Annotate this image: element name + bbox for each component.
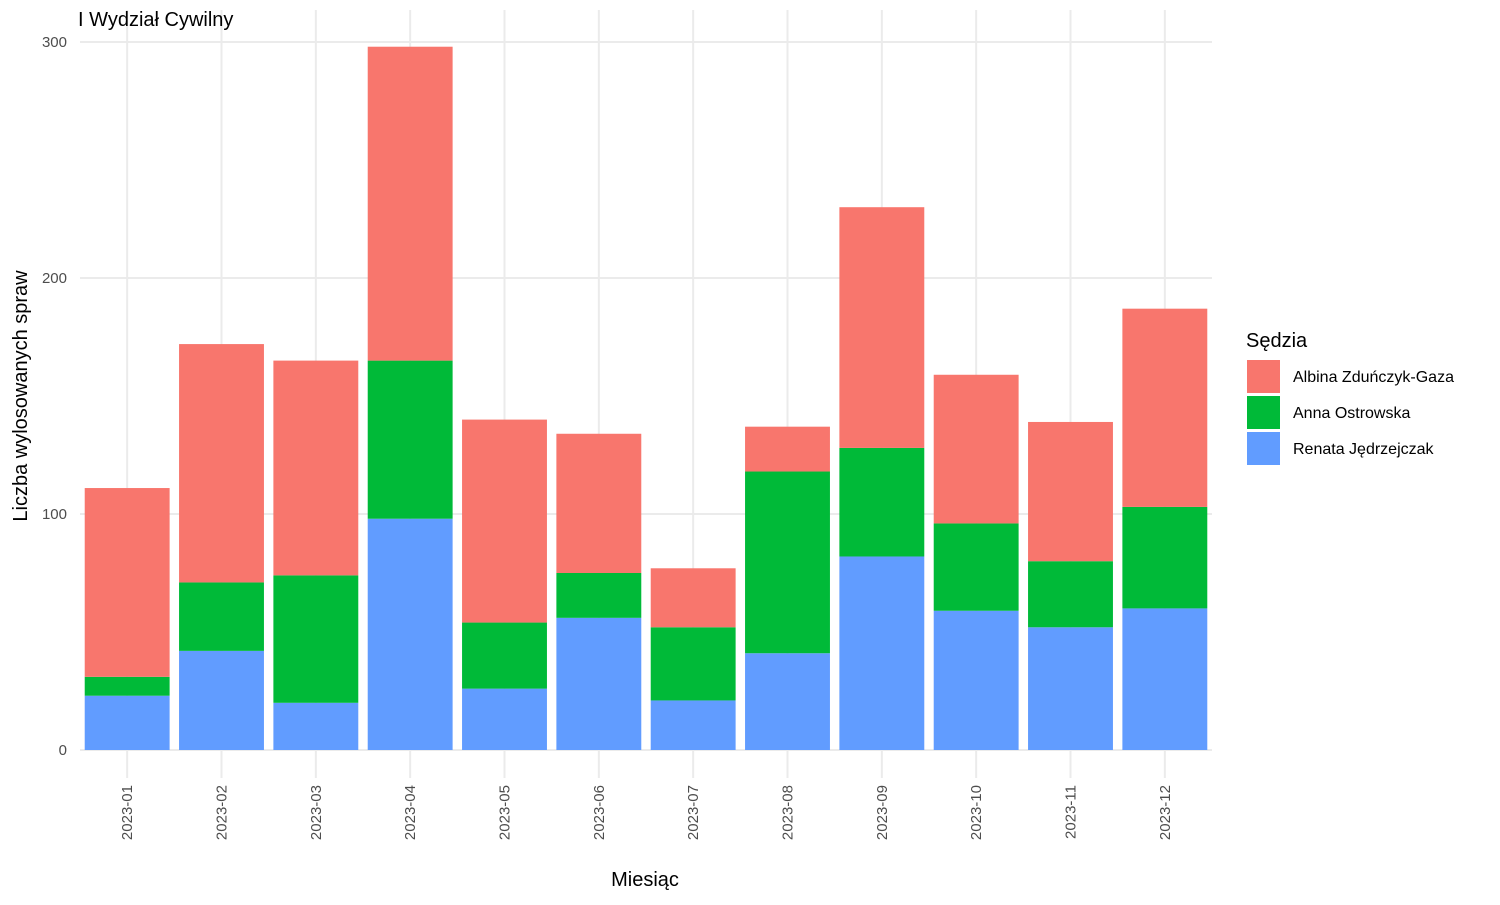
bar-segment (839, 447, 925, 557)
bar-segment (933, 523, 1019, 611)
bar-segment (273, 360, 359, 576)
bar-segment (462, 622, 547, 689)
bar-segment (1122, 308, 1208, 507)
bar-segment (745, 471, 830, 654)
chart-title: I Wydział Cywilny (78, 9, 233, 31)
x-tick-label: 2023-07 (685, 785, 702, 840)
y-axis-title: Liczba wylosowanych spraw (10, 270, 32, 522)
x-tick-label: 2023-04 (402, 785, 419, 840)
y-tick-label: 0 (59, 742, 67, 759)
bar-segment (745, 653, 830, 750)
bar-segment (933, 610, 1019, 750)
legend-swatch (1247, 432, 1280, 465)
legend-swatch (1247, 396, 1280, 429)
x-tick-label: 2023-05 (497, 785, 514, 840)
bar-segment (179, 582, 264, 651)
bar-segment (650, 700, 736, 750)
x-tick-labels: 2023-01 2023-02 2023-03 2023-04 2023-05 2023-… (119, 785, 1174, 840)
legend-swatch (1247, 360, 1280, 393)
x-tick-label: 2023-11 (1063, 785, 1080, 839)
bar-segment (367, 46, 453, 361)
bar-segment (839, 556, 925, 750)
bars-layer (84, 46, 1208, 750)
bar-segment (556, 433, 642, 573)
bar-segment (745, 426, 830, 472)
bar-segment (1028, 627, 1113, 750)
x-tick-label: 2023-08 (780, 785, 797, 840)
legend: Sędzia Albina Zduńczyk-Gaza Anna Ostrowsk… (1246, 330, 1454, 465)
bar-segment (556, 617, 642, 750)
bar-segment (650, 627, 736, 701)
legend-items: Albina Zduńczyk-Gaza Anna Ostrowska Renata… (1247, 360, 1454, 465)
bar-segment (933, 374, 1019, 524)
x-tick-label: 2023-09 (874, 785, 891, 840)
x-tick-label: 2023-12 (1157, 785, 1174, 840)
bar-segment (556, 573, 642, 618)
y-tick-labels: 0 100 200 300 (42, 34, 67, 759)
bar-segment (1028, 561, 1113, 628)
bar-segment (462, 688, 547, 750)
y-tick-label: 300 (42, 34, 67, 51)
bar-segment (367, 360, 453, 519)
x-tick-label: 2023-10 (968, 785, 985, 840)
bar-segment (273, 702, 359, 750)
bar-segment (650, 568, 736, 628)
bar-segment (1028, 421, 1113, 562)
bar-segment (367, 518, 453, 750)
bar-segment (179, 344, 264, 583)
y-tick-label: 100 (42, 506, 67, 523)
bar-segment (462, 419, 547, 623)
bar-segment (1122, 608, 1208, 750)
x-tick-label: 2023-06 (591, 785, 608, 840)
x-axis-title: Miesiąc (611, 869, 679, 891)
bar-segment (1122, 506, 1208, 609)
bar-segment (839, 207, 925, 448)
x-tick-label: 2023-01 (119, 785, 136, 840)
legend-label: Albina Zduńczyk-Gaza (1293, 369, 1454, 386)
bar-segment (84, 695, 170, 750)
x-tick-label: 2023-03 (308, 785, 325, 840)
bar-segment (84, 676, 170, 696)
legend-label: Renata Jędrzejczak (1293, 441, 1435, 458)
legend-title: Sędzia (1246, 330, 1308, 352)
bar-segment (179, 650, 264, 750)
x-tick-label: 2023-02 (214, 785, 231, 840)
bar-segment (273, 575, 359, 703)
legend-label: Anna Ostrowska (1293, 405, 1410, 422)
y-tick-label: 200 (42, 270, 67, 287)
bar-segment (84, 488, 170, 677)
